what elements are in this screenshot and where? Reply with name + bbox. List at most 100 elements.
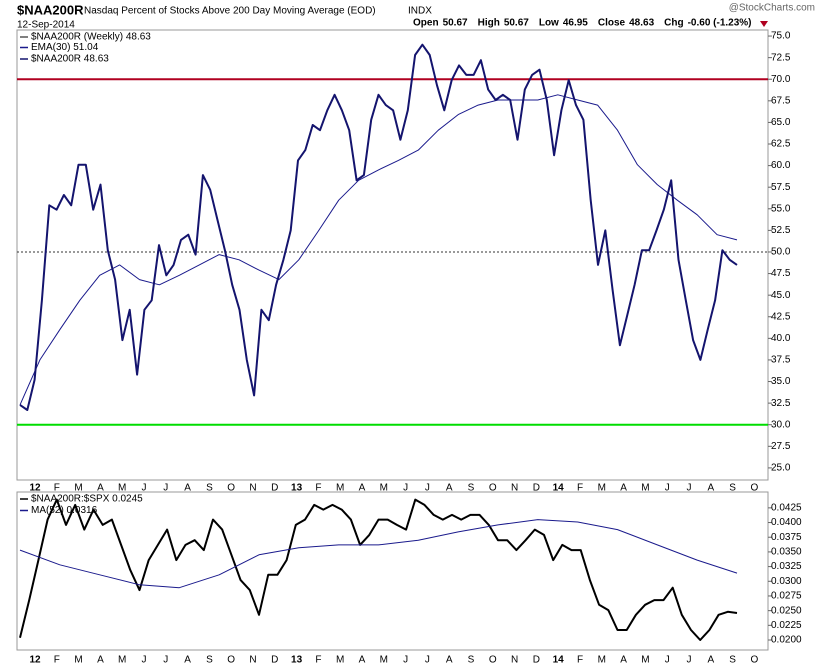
x-tick-label: A (359, 483, 366, 494)
legend-label: EMA(30) 51.04 (31, 42, 99, 53)
x-tick-label: O (227, 483, 235, 494)
x-tick-label: M (336, 483, 344, 494)
x-tick-label: N (511, 483, 518, 494)
x-tick-label: A (184, 483, 191, 494)
exchange: INDX (408, 6, 432, 17)
x-tick-label: A (446, 655, 453, 666)
x-tick-label: J (163, 483, 168, 494)
x-tick-label: F (54, 483, 60, 494)
x-tick-label: 14 (553, 655, 565, 666)
y-tick-label: 32.5 (771, 398, 791, 409)
x-tick-label: F (315, 483, 321, 494)
x-tick-label: D (271, 483, 278, 494)
x-tick-label: J (687, 483, 692, 494)
x-tick-label: S (729, 655, 736, 666)
x-tick-label: S (206, 483, 213, 494)
y-tick-label: 0.0225 (771, 620, 802, 631)
down-arrow (760, 21, 768, 27)
x-tick-label: D (271, 655, 278, 666)
x-tick-label: A (707, 483, 714, 494)
y-tick-label: 75.0 (771, 31, 791, 42)
quote-label: High (478, 18, 500, 29)
y-tick-label: 30.0 (771, 419, 791, 430)
y-tick-label: 57.5 (771, 182, 791, 193)
x-tick-label: A (184, 655, 191, 666)
index-name: Nasdaq Percent of Stocks Above 200 Day M… (84, 6, 376, 17)
x-tick-label: J (425, 483, 430, 494)
x-tick-label: A (620, 655, 627, 666)
y-tick-label: 0.0400 (771, 517, 802, 528)
x-tick-label: M (74, 483, 82, 494)
x-tick-label: 12 (29, 483, 41, 494)
x-tick-label: J (665, 655, 670, 666)
watermark: @StockCharts.com (729, 3, 815, 14)
x-tick-label: D (533, 655, 540, 666)
x-tick-label: N (249, 483, 256, 494)
x-tick-label: D (533, 483, 540, 494)
y-tick-label: 0.0200 (771, 635, 802, 646)
y-tick-label: 40.0 (771, 333, 791, 344)
legend-label: $NAA200R:$SPX 0.0245 (31, 494, 143, 505)
x-tick-label: F (577, 483, 583, 494)
y-tick-label: 27.5 (771, 441, 791, 452)
x-tick-label: A (707, 655, 714, 666)
x-tick-label: S (729, 483, 736, 494)
y-tick-label: 42.5 (771, 311, 791, 322)
y-tick-label: 37.5 (771, 355, 791, 366)
x-tick-label: J (687, 655, 692, 666)
y-tick-label: 67.5 (771, 95, 791, 106)
x-tick-label: A (359, 655, 366, 666)
x-tick-label: N (511, 655, 518, 666)
x-tick-label: A (97, 655, 104, 666)
legend-label: MA(52) 0.0316 (31, 505, 98, 516)
y-tick-label: 55.0 (771, 203, 791, 214)
y-tick-label: 0.0375 (771, 532, 802, 543)
y-tick-label: 0.0325 (771, 561, 802, 572)
x-tick-label: M (641, 483, 649, 494)
quote-value: 50.67 (443, 18, 468, 29)
x-tick-label: F (577, 655, 583, 666)
quote-label: Chg (664, 18, 683, 29)
y-tick-label: 45.0 (771, 290, 791, 301)
x-tick-label: M (598, 655, 606, 666)
x-tick-label: O (751, 655, 759, 666)
series-line (19, 498, 738, 641)
x-tick-label: O (227, 655, 235, 666)
x-tick-label: M (380, 655, 388, 666)
y-tick-label: 72.5 (771, 52, 791, 63)
x-tick-label: M (118, 655, 126, 666)
x-tick-label: S (206, 655, 213, 666)
quote-label: Open (413, 18, 439, 29)
x-tick-label: F (54, 655, 60, 666)
y-tick-label: 0.0350 (771, 547, 802, 558)
y-tick-label: 60.0 (771, 160, 791, 171)
quote-value: 48.63 (629, 18, 654, 29)
x-tick-label: O (751, 483, 759, 494)
series-line (19, 519, 738, 589)
y-tick-label: 47.5 (771, 268, 791, 279)
y-tick-label: 25.0 (771, 463, 791, 474)
x-tick-label: M (641, 655, 649, 666)
y-tick-label: 35.0 (771, 376, 791, 387)
x-tick-label: 12 (29, 655, 41, 666)
quote-value: -0.60 (-1.23%) (688, 18, 752, 29)
x-tick-label: F (315, 655, 321, 666)
x-tick-label: M (598, 483, 606, 494)
x-tick-label: S (468, 483, 475, 494)
x-tick-label: N (249, 655, 256, 666)
y-tick-label: 0.0275 (771, 591, 802, 602)
y-tick-label: 65.0 (771, 117, 791, 128)
x-tick-label: J (163, 655, 168, 666)
x-tick-label: 13 (291, 483, 303, 494)
y-tick-label: 0.0425 (771, 502, 802, 513)
quote-label: Close (598, 18, 626, 29)
legend-label: $NAA200R 48.63 (31, 54, 109, 65)
x-tick-label: M (380, 483, 388, 494)
x-tick-label: M (118, 483, 126, 494)
y-tick-label: 50.0 (771, 247, 791, 258)
y-tick-label: 0.0300 (771, 576, 802, 587)
x-tick-label: J (665, 483, 670, 494)
x-tick-label: M (336, 655, 344, 666)
x-tick-label: O (489, 483, 497, 494)
